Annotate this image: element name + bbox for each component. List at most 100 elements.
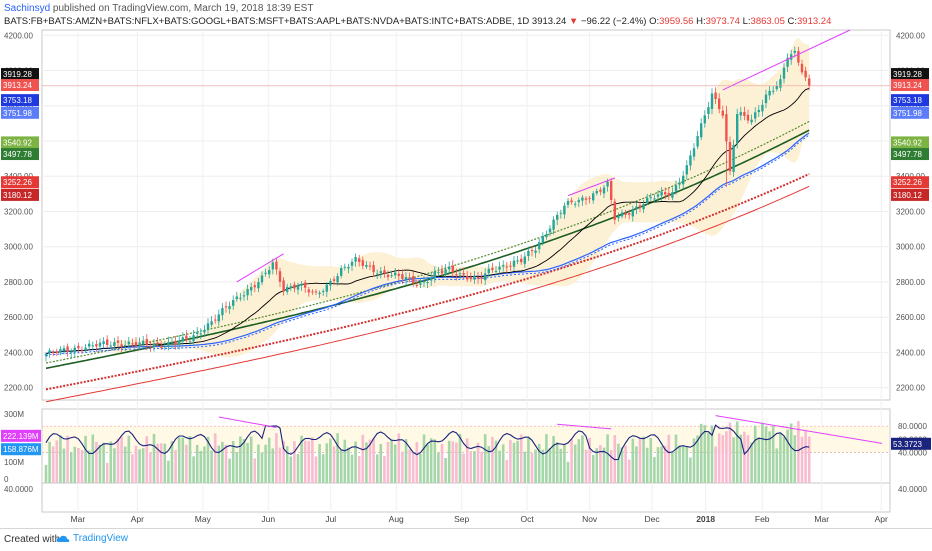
candle-body: [325, 284, 328, 292]
volume-tag-1: 222.139M: [3, 432, 39, 441]
candle-body: [761, 104, 764, 112]
candle-body: [311, 291, 314, 293]
candle-body: [84, 347, 87, 351]
trendline: [236, 253, 284, 283]
y-tick-right: 3800.00: [896, 102, 925, 111]
volume-bar: [69, 452, 73, 483]
candle-body: [80, 349, 84, 351]
volume-bar: [804, 430, 807, 483]
volume-bar: [152, 433, 156, 483]
volume-bar: [253, 458, 257, 483]
volume-bar: [210, 450, 213, 483]
created-with-text: Created with: [4, 534, 61, 545]
y-tick-left: 3800.00: [4, 102, 33, 111]
candle-body: [473, 276, 476, 280]
y-tick-left: 2800.00: [4, 278, 33, 287]
volume-bar: [303, 440, 307, 483]
candle-body: [95, 344, 98, 347]
tradingview-link[interactable]: TradingView: [56, 533, 128, 544]
candle-body: [433, 271, 436, 279]
volume-bar: [109, 441, 113, 483]
volume-bar: [761, 422, 764, 483]
chart-canvas[interactable]: 4200.004200.004000.004000.003800.003800.…: [0, 0, 932, 528]
ask-price-tag-right: 3919.28: [893, 70, 922, 79]
volume-bar: [141, 448, 145, 483]
candle-body: [739, 112, 742, 116]
candle-body: [109, 345, 112, 347]
volume-bar: [422, 434, 426, 483]
candle-body: [696, 136, 699, 147]
candle-body: [268, 270, 271, 275]
candle-body: [710, 93, 714, 109]
volume-bar: [674, 434, 678, 483]
last-price-tag-right: 3913.24: [893, 81, 922, 90]
candle-body: [246, 289, 249, 296]
candle-body: [415, 285, 418, 287]
volume-bar: [134, 445, 138, 483]
volume-bar: [627, 459, 631, 483]
volume-bar: [588, 437, 591, 483]
candle-body: [394, 272, 397, 276]
candle-body: [350, 261, 354, 266]
candles: [44, 46, 811, 362]
indicator-trendline: [218, 416, 277, 429]
volume-bar: [649, 437, 653, 483]
candle-body: [422, 281, 426, 283]
volume-bar: [271, 448, 275, 483]
volume-bar: [174, 450, 177, 483]
volume-bar: [735, 421, 739, 483]
indicator-tag-bg: [891, 437, 931, 450]
candle-body: [638, 205, 642, 208]
volume-bar: [105, 462, 109, 483]
volume-bar: [300, 435, 303, 483]
candle-body: [674, 185, 678, 192]
last-price: 3913.24: [531, 16, 567, 27]
ma-red-dotted-tag-right: 3252.26: [893, 178, 922, 187]
volume-bar: [354, 441, 357, 483]
candle-body: [354, 256, 357, 262]
x-tick-label: May: [195, 514, 212, 524]
volume-bar: [127, 435, 131, 483]
volume-bar: [602, 447, 606, 483]
candle-body: [152, 343, 156, 347]
candle-body: [376, 273, 379, 275]
volume-bar: [192, 456, 195, 483]
candle-body: [498, 266, 501, 270]
volume-bar: [433, 439, 437, 483]
candle-body: [808, 78, 811, 86]
volume-bar: [167, 460, 170, 483]
candle-body: [530, 249, 534, 252]
volume-bar: [66, 435, 69, 483]
candle-body: [120, 344, 123, 347]
candle-body: [232, 300, 235, 306]
chart-header: Sachinsyd published on TradingView.com, …: [0, 0, 932, 30]
candle-body: [779, 79, 782, 88]
volume-bar: [462, 453, 465, 483]
candle-body: [451, 265, 454, 273]
volume-bar: [455, 442, 458, 483]
volume-bar: [692, 438, 696, 483]
volume-bar: [311, 437, 314, 483]
candle-body: [336, 276, 339, 283]
volume-bar: [379, 443, 383, 483]
candle-body: [556, 214, 559, 220]
open-value: 3959.56: [659, 16, 694, 27]
candle-body: [743, 111, 746, 116]
candle-body: [250, 287, 253, 291]
volume-tag-1-bg: [1, 429, 41, 442]
author-name[interactable]: Sachinsyd: [4, 3, 51, 14]
candle-body: [116, 340, 120, 343]
candle-body: [559, 212, 562, 214]
symbol-name[interactable]: BATS:FB+BATS:AMZN+BATS:NFLX+BATS:GOOGL+B…: [4, 16, 530, 27]
volume-bar: [548, 448, 552, 483]
x-tick-label: Nov: [582, 514, 598, 524]
tradingview-brand[interactable]: TradingView: [73, 533, 129, 544]
volume-bar: [671, 452, 674, 483]
candle-body: [185, 335, 188, 341]
ma-red-line: [45, 185, 810, 403]
candle-body: [210, 321, 213, 325]
ma-red-dotted-line: [45, 173, 810, 391]
candle-body: [307, 289, 310, 293]
volume-bar: [138, 449, 141, 483]
candle-body: [602, 187, 606, 194]
